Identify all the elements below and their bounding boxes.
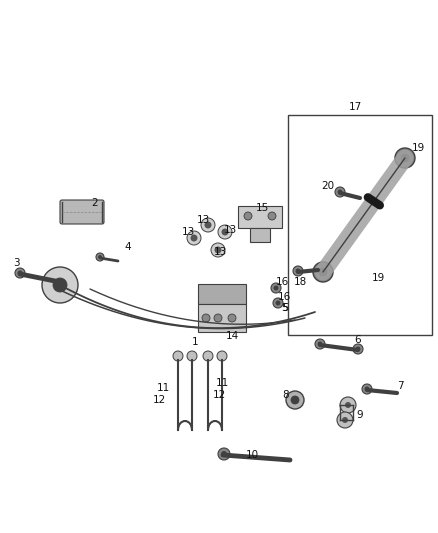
Circle shape: [222, 229, 229, 236]
Bar: [238, 206, 282, 228]
Text: 2: 2: [92, 198, 98, 208]
Text: 18: 18: [293, 277, 307, 287]
Circle shape: [203, 351, 213, 361]
Text: 3: 3: [13, 258, 19, 268]
Text: 8: 8: [283, 390, 290, 400]
Circle shape: [173, 351, 183, 361]
Text: 5: 5: [282, 303, 288, 313]
Circle shape: [335, 187, 345, 197]
Circle shape: [15, 268, 25, 278]
Text: 15: 15: [255, 203, 268, 213]
Circle shape: [340, 397, 356, 413]
Circle shape: [218, 225, 232, 239]
Circle shape: [273, 286, 279, 290]
Circle shape: [18, 271, 22, 276]
Text: 7: 7: [397, 381, 403, 391]
Circle shape: [353, 344, 363, 354]
Circle shape: [315, 339, 325, 349]
Circle shape: [201, 218, 215, 232]
Text: 12: 12: [212, 390, 226, 400]
Text: 16: 16: [276, 277, 289, 287]
Circle shape: [342, 417, 348, 423]
Circle shape: [293, 266, 303, 276]
Circle shape: [364, 386, 370, 392]
Text: 20: 20: [321, 181, 335, 191]
Circle shape: [338, 190, 343, 195]
Bar: [288, 115, 432, 335]
Circle shape: [202, 314, 210, 322]
Text: 6: 6: [355, 335, 361, 345]
Bar: [198, 284, 246, 304]
Bar: [198, 304, 246, 332]
Text: 5: 5: [282, 303, 288, 313]
Circle shape: [296, 269, 300, 273]
Circle shape: [268, 212, 276, 220]
Circle shape: [271, 283, 281, 293]
Circle shape: [187, 351, 197, 361]
Text: 14: 14: [226, 331, 239, 341]
Circle shape: [313, 262, 333, 282]
Circle shape: [337, 412, 353, 428]
Circle shape: [362, 384, 372, 394]
Circle shape: [96, 253, 104, 261]
Circle shape: [211, 243, 225, 257]
FancyBboxPatch shape: [60, 200, 104, 224]
Circle shape: [291, 396, 299, 404]
Text: 4: 4: [125, 242, 131, 252]
Text: 11: 11: [156, 383, 170, 393]
Circle shape: [221, 451, 227, 457]
Circle shape: [214, 314, 222, 322]
Circle shape: [228, 314, 236, 322]
Text: 13: 13: [196, 215, 210, 225]
Text: 13: 13: [223, 225, 237, 235]
Circle shape: [356, 346, 360, 351]
Circle shape: [244, 212, 252, 220]
Text: 10: 10: [245, 450, 258, 460]
Circle shape: [205, 222, 212, 229]
Circle shape: [42, 267, 78, 303]
Circle shape: [319, 268, 327, 276]
Circle shape: [217, 351, 227, 361]
Text: 19: 19: [371, 273, 385, 283]
Bar: [250, 228, 270, 242]
Circle shape: [191, 235, 198, 241]
Circle shape: [215, 246, 222, 254]
Circle shape: [218, 448, 230, 460]
Circle shape: [401, 154, 409, 162]
Circle shape: [276, 301, 280, 305]
Circle shape: [318, 342, 322, 346]
Circle shape: [308, 305, 322, 319]
Circle shape: [395, 148, 415, 168]
Text: 11: 11: [215, 378, 229, 388]
Circle shape: [286, 391, 304, 409]
Text: 12: 12: [152, 395, 166, 405]
Circle shape: [187, 231, 201, 245]
Text: 1: 1: [192, 337, 198, 347]
Text: 13: 13: [213, 247, 226, 257]
Text: 19: 19: [411, 143, 424, 153]
Text: 16: 16: [277, 292, 291, 302]
Text: 9: 9: [357, 410, 363, 420]
Text: 17: 17: [348, 102, 362, 112]
Circle shape: [53, 278, 67, 292]
Circle shape: [298, 295, 332, 329]
Text: 13: 13: [181, 227, 194, 237]
Circle shape: [98, 255, 102, 259]
Circle shape: [273, 298, 283, 308]
Circle shape: [345, 402, 351, 408]
